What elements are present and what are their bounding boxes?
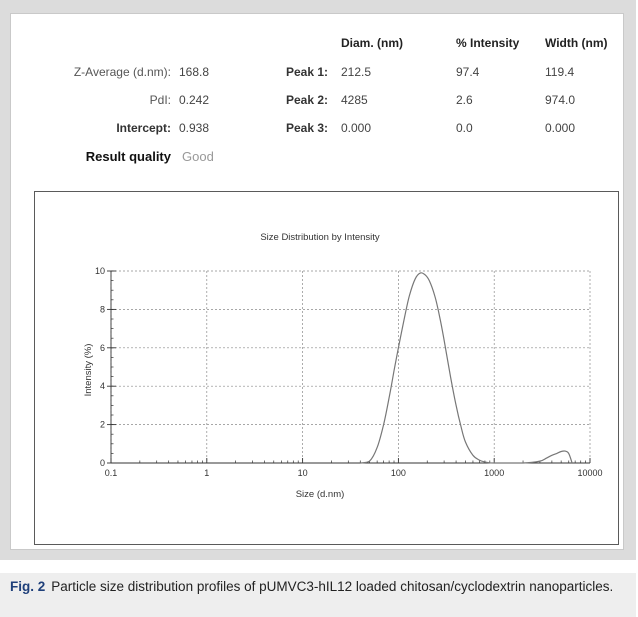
pdi-label: PdI: <box>149 93 171 107</box>
caption-text: Particle size distribution profiles of p… <box>51 579 614 594</box>
peak-2-label: Peak 2: <box>285 93 328 107</box>
result-quality-value: Good <box>182 149 214 164</box>
intercept-label: Intercept: <box>116 121 171 135</box>
axis-layer: 0.1 1 10 100 1000 10000 0 2 4 6 8 10 <box>95 266 603 478</box>
figure-label: Fig. 2 <box>10 579 46 594</box>
pdi-value: 0.242 <box>179 93 210 107</box>
chart-box: Size Distribution by Intensity Size (d.n… <box>34 191 619 545</box>
x-axis-label: Size (d.nm) <box>296 489 345 500</box>
figure-panel: Diam. (nm) % Intensity Width (nm) Z-Aver… <box>10 13 624 550</box>
figure-caption: Fig. 2 Particle size distribution profile… <box>0 573 636 617</box>
peak-2-diam: 4285 <box>341 93 368 107</box>
result-quality-label: Result quality <box>85 149 171 164</box>
size-distribution-chart: Size Distribution by Intensity Size (d.n… <box>83 232 603 500</box>
x-tick-label-3: 100 <box>391 468 406 478</box>
y-tick-label-3: 6 <box>100 343 105 353</box>
y-tick-label-4: 8 <box>100 304 105 314</box>
peak-3-label: Peak 3: <box>285 121 328 135</box>
z-average-value: 168.8 <box>179 65 210 79</box>
peak-3-width: 0.000 <box>545 121 576 135</box>
peak-3-diam: 0.000 <box>341 121 372 135</box>
x-tick-label-1: 1 <box>204 468 209 478</box>
peak-1-label: Peak 1: <box>285 65 328 79</box>
peak-1-width: 119.4 <box>545 65 575 79</box>
header-width: Width (nm) <box>545 36 608 50</box>
x-tick-label-0: 0.1 <box>105 468 118 478</box>
peak-2-width: 974.0 <box>545 93 576 107</box>
x-tick-label-5: 10000 <box>577 468 602 478</box>
chart-title: Size Distribution by Intensity <box>260 232 380 243</box>
y-tick-label-0: 0 <box>100 458 105 468</box>
header-intensity: % Intensity <box>456 36 520 50</box>
z-average-label: Z-Average (d.nm): <box>73 65 171 79</box>
peak-3-intensity: 0.0 <box>456 121 473 135</box>
series-layer <box>360 272 573 464</box>
y-tick-label-2: 4 <box>100 381 105 391</box>
peak-2-intensity: 2.6 <box>456 93 473 107</box>
figure-frame: Diam. (nm) % Intensity Width (nm) Z-Aver… <box>0 0 636 560</box>
x-tick-label-4: 1000 <box>484 468 504 478</box>
y-tick-label-1: 2 <box>100 420 105 430</box>
intercept-value: 0.938 <box>179 121 210 135</box>
peak-1-diam: 212.5 <box>341 65 372 79</box>
x-tick-label-2: 10 <box>298 468 308 478</box>
header-diam: Diam. (nm) <box>341 36 404 50</box>
y-tick-label-5: 10 <box>95 266 105 276</box>
peak-1-intensity: 97.4 <box>456 65 480 79</box>
y-axis-label: Intensity (%) <box>83 344 94 397</box>
series-line-0 <box>360 272 573 464</box>
grid-layer <box>110 270 591 464</box>
